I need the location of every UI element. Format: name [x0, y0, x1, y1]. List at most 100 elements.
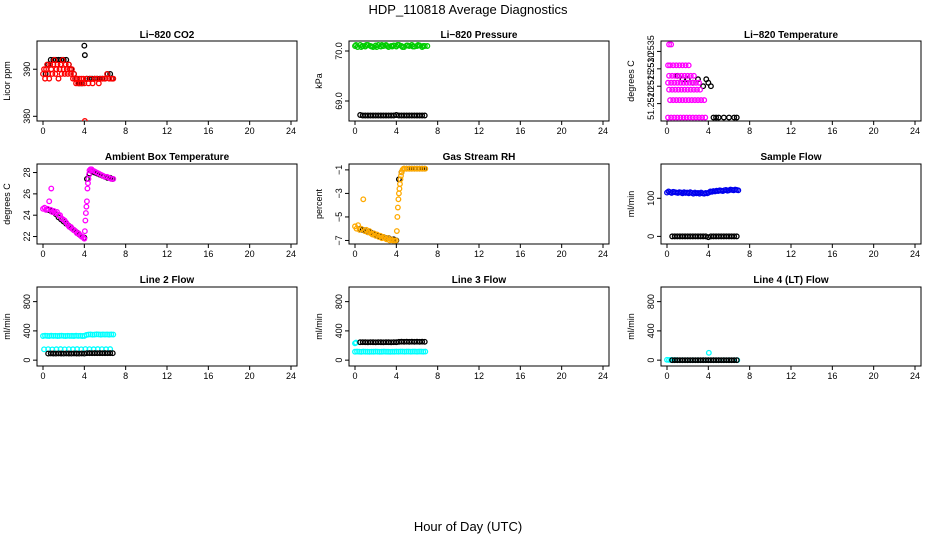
data-point-magenta — [668, 79, 675, 86]
panel-0: Li−820 CO2 0 4 8 12 16 20 24 380 390 Licor ppm — [2, 30, 298, 136]
data-point-magenta — [668, 41, 675, 48]
y-tick-label: 400 — [646, 323, 656, 338]
x-tick-label: 12 — [162, 371, 172, 381]
x-tick-label: 0 — [40, 249, 45, 259]
data-point-magenta — [665, 79, 671, 86]
data-point-red — [59, 56, 66, 63]
data-point-red — [52, 70, 59, 77]
data-point-magenta — [672, 86, 679, 93]
panel-title: Li−820 Temperature — [744, 30, 838, 41]
x-tick-label: 12 — [474, 371, 484, 381]
data-point-magenta — [672, 72, 679, 79]
points-layer — [40, 42, 117, 121]
x-tick-label: 8 — [747, 126, 752, 136]
x-tick-label: 8 — [747, 249, 752, 259]
x-tick-label: 0 — [40, 126, 45, 136]
panel-title: Li−820 CO2 — [140, 30, 195, 41]
data-point-magenta — [670, 97, 677, 104]
points-layer — [352, 42, 431, 119]
data-point-green — [389, 43, 396, 50]
data-point-green — [404, 42, 411, 49]
data-point-red — [51, 56, 58, 63]
y-tick-label: 0 — [334, 358, 344, 363]
x-tick-label: 16 — [203, 126, 213, 136]
x-tick-label: 24 — [910, 126, 920, 136]
x-tick-label: 8 — [435, 126, 440, 136]
y-tick-label: 51.2535 — [646, 35, 656, 68]
data-point-orange — [392, 237, 399, 244]
x-tick-label: 16 — [827, 249, 837, 259]
data-point-magenta — [677, 114, 684, 121]
data-point-green — [420, 43, 427, 49]
x-tick-label: 20 — [869, 126, 879, 136]
y-axis-title: Licor ppm — [2, 61, 12, 101]
data-point-magenta — [676, 97, 683, 104]
x-tick-label: 0 — [664, 249, 669, 259]
x-tick-label: 20 — [557, 371, 567, 381]
y-axis-title: ml/min — [2, 313, 12, 340]
data-point-orange — [360, 196, 367, 203]
data-point-magenta — [690, 72, 697, 79]
figure-title: HDP_110818 Average Diagnostics — [369, 2, 568, 17]
data-point-magenta — [46, 198, 53, 205]
x-tick-label: 20 — [245, 249, 255, 259]
data-point-green — [378, 42, 385, 48]
x-tick-label: 16 — [515, 371, 525, 381]
y-tick-label: 0 — [646, 358, 656, 363]
points-layer — [664, 349, 741, 364]
data-point-cyan — [705, 349, 712, 356]
x-tick-label: 4 — [82, 371, 87, 381]
data-point-magenta — [697, 86, 704, 93]
data-point-black — [705, 234, 712, 241]
data-point-red — [61, 70, 68, 77]
data-point-green — [363, 42, 370, 48]
data-point-black — [421, 338, 428, 345]
x-tick-label: 8 — [435, 371, 440, 381]
data-point-magenta — [676, 62, 683, 69]
y-tick-label: 70.0 — [334, 42, 344, 60]
x-tick-label: 16 — [515, 249, 525, 259]
data-point-magenta — [689, 79, 696, 86]
data-point-magenta — [82, 217, 89, 224]
y-tick-label: 380 — [22, 109, 32, 124]
data-point-red — [68, 66, 75, 73]
data-point-black — [421, 112, 428, 119]
data-point-black — [733, 357, 740, 364]
data-point-red — [108, 75, 115, 82]
data-point-black — [713, 114, 720, 121]
x-tick-label: 8 — [123, 371, 128, 381]
data-point-magenta — [692, 114, 699, 121]
x-tick-label: 16 — [203, 371, 213, 381]
y-axis-title: kPa — [314, 73, 324, 89]
points-layer — [352, 165, 429, 244]
data-point-red — [110, 75, 117, 82]
data-point-magenta — [686, 79, 693, 86]
y-tick-label: −5 — [334, 212, 344, 222]
data-point-magenta — [668, 114, 675, 121]
plot-frame — [660, 163, 922, 245]
data-point-green — [394, 42, 401, 48]
y-tick-label: 0 — [22, 358, 32, 363]
y-axis-title: degrees C — [2, 183, 12, 225]
x-tick-label: 12 — [474, 126, 484, 136]
y-axis-title: ml/min — [314, 313, 324, 340]
x-tick-label: 20 — [557, 249, 567, 259]
data-point-magenta — [685, 62, 692, 69]
x-tick-label: 4 — [394, 371, 399, 381]
data-point-magenta — [682, 97, 689, 104]
data-point-magenta — [108, 175, 115, 182]
x-tick-label: 8 — [435, 249, 440, 259]
data-point-magenta — [684, 72, 691, 79]
data-point-magenta — [684, 86, 691, 93]
data-point-magenta — [679, 97, 686, 104]
y-tick-label: 51.2530 — [646, 53, 656, 86]
data-point-red — [104, 70, 111, 77]
data-point-black — [731, 233, 738, 240]
data-point-red — [57, 61, 64, 68]
data-point-magenta — [695, 97, 701, 104]
data-point-orange — [394, 213, 401, 220]
x-tick-label: 24 — [910, 371, 920, 381]
data-point-magenta — [685, 97, 692, 104]
data-point-magenta — [696, 79, 702, 86]
